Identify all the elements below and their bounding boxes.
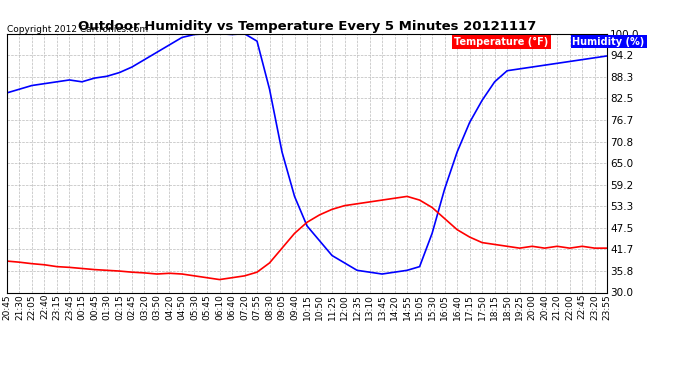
Text: Temperature (°F): Temperature (°F) (455, 36, 549, 46)
Title: Outdoor Humidity vs Temperature Every 5 Minutes 20121117: Outdoor Humidity vs Temperature Every 5 … (78, 20, 536, 33)
Text: Copyright 2012 Cartronics.com: Copyright 2012 Cartronics.com (7, 25, 148, 34)
Text: Humidity (%): Humidity (%) (573, 36, 644, 46)
